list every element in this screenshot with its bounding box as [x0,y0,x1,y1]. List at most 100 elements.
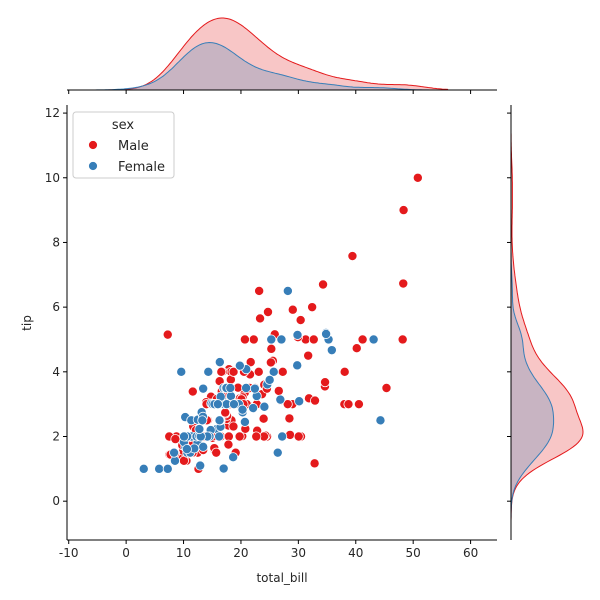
point-male [307,302,318,313]
point-male [255,313,266,324]
point-female [138,463,149,474]
point-male [211,447,222,458]
point-female [195,460,206,471]
point-male [258,413,269,424]
point-male [357,334,368,345]
point-male [187,386,198,397]
point-female [181,444,192,455]
point-male [339,366,350,377]
point-male [381,382,392,393]
point-male [398,278,409,289]
point-female [214,415,225,426]
legend-label-female: Female [118,160,165,175]
right-marginal-kde [510,106,584,540]
point-male [282,399,293,410]
point-male [412,172,423,183]
point-female [241,382,252,393]
point-female [294,396,305,407]
point-female [248,403,259,414]
point-male [353,399,364,410]
point-female [162,463,173,474]
point-female [277,431,288,442]
legend-title: sex [112,118,135,133]
point-male [262,306,273,317]
point-female [225,382,236,393]
point-male [162,329,173,340]
point-male [170,434,181,445]
x-axis-label: total_bill [256,571,307,585]
point-female [272,447,283,458]
point-female [234,360,245,371]
point-female [154,463,165,474]
point-male [287,304,298,315]
point-female [176,366,187,377]
point-male [234,431,245,442]
point-female [197,415,208,426]
legend-marker-female [88,161,98,171]
point-female [228,399,239,410]
axes: -10 0 10 20 30 40 50 60 0 2 4 6 8 10 12 [45,89,512,560]
point-female [266,334,277,345]
point-female [321,328,332,339]
y-axis-label: tip [20,315,34,331]
x-tick-label: 20 [233,546,248,560]
point-male [295,315,306,326]
kde-right-female [510,106,555,540]
y-tick-label: 2 [52,430,60,444]
point-male [310,395,321,406]
point-male [245,357,256,368]
point-male [284,413,295,424]
kde-right-male [510,106,584,540]
y-tick-label: 12 [45,106,60,120]
top-marginal-kde [91,17,449,91]
scatter-points [138,172,423,474]
point-male [320,377,331,388]
point-male [248,334,259,345]
point-female [179,431,190,442]
point-male [343,399,354,410]
point-male [216,366,227,377]
point-female [268,366,279,377]
point-male [277,366,288,377]
point-female [239,416,250,427]
point-male [308,334,319,345]
point-male [228,366,239,377]
point-female [375,415,386,426]
point-female [214,357,225,368]
point-female [194,424,205,435]
point-male [397,334,408,345]
point-female [368,334,379,345]
point-male [265,357,276,368]
point-female [212,399,223,410]
x-tick-label: 30 [291,546,306,560]
legend: sex Male Female [72,111,175,179]
point-male [266,343,277,354]
point-female [326,345,337,356]
legend-label-male: Male [118,139,149,154]
y-tick-label: 10 [45,171,60,185]
point-male [303,350,314,361]
x-tick-label: 40 [348,546,363,560]
point-female [228,452,239,463]
x-tick-label: 50 [406,546,421,560]
point-female [218,463,229,474]
point-male [253,366,264,377]
point-male [318,279,329,290]
y-tick-label: 4 [52,365,60,379]
point-female [169,447,180,458]
point-male [251,431,262,442]
point-male [398,205,409,216]
x-tick-label: 0 [122,546,130,560]
point-female [275,394,286,405]
point-female [237,404,248,415]
point-female [249,383,260,394]
point-male [351,343,362,354]
point-female [259,401,270,412]
point-female [292,360,303,371]
x-tick-label: 60 [463,546,478,560]
point-male [347,251,358,262]
point-female [276,334,287,345]
y-tick-label: 8 [52,235,60,249]
y-tick-label: 0 [52,494,60,508]
point-female [203,366,214,377]
